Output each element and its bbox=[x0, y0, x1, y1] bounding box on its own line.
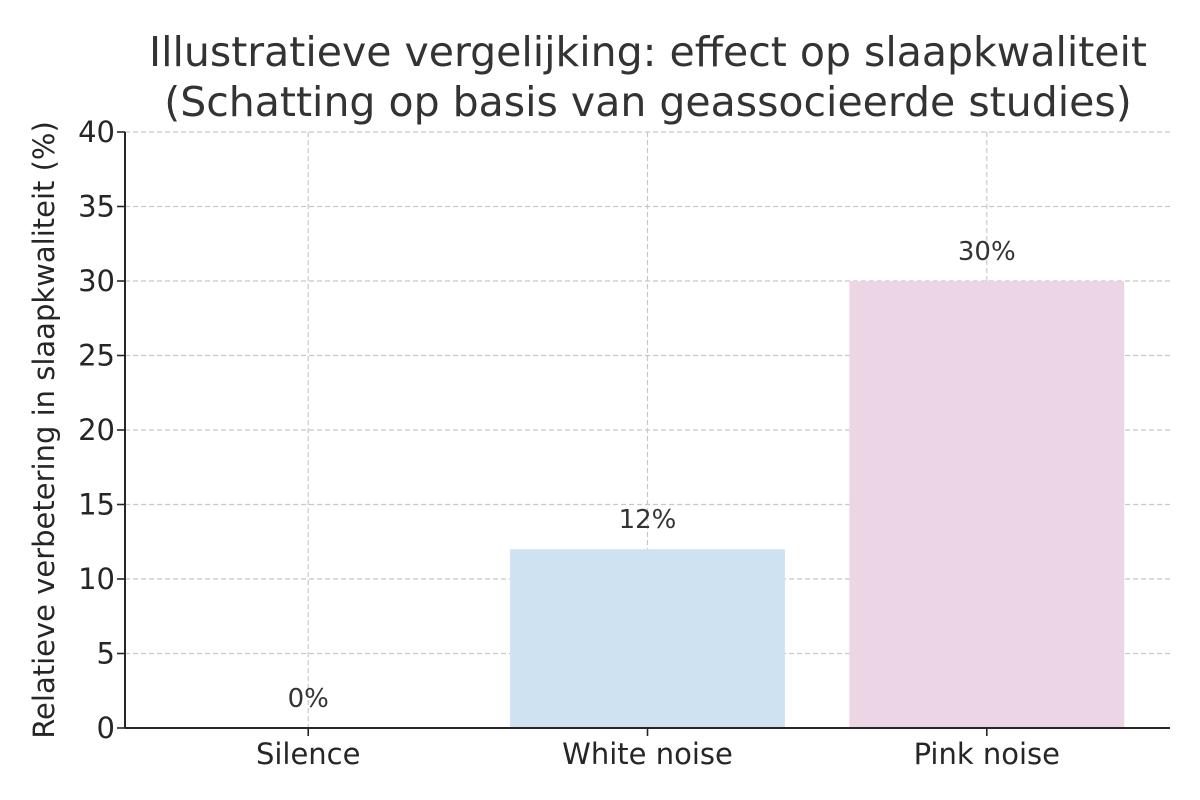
y-tick-label: 5 bbox=[97, 637, 115, 671]
y-tick-label: 20 bbox=[78, 413, 115, 447]
bar-value-label: 0% bbox=[288, 684, 329, 714]
y-axis-label: Relatieve verbetering in slaapkwaliteit … bbox=[27, 121, 61, 739]
chart-title: Illustratieve vergelijking: effect op sl… bbox=[149, 28, 1147, 76]
x-tick-label: White noise bbox=[562, 737, 733, 771]
y-tick-label: 0 bbox=[97, 711, 115, 745]
bar-white-noise bbox=[510, 549, 785, 728]
y-tick-label: 35 bbox=[78, 190, 115, 224]
x-tick-label: Silence bbox=[256, 737, 361, 771]
data-labels: 0% 12% 30% bbox=[288, 237, 1016, 714]
y-tick-label: 25 bbox=[78, 339, 115, 373]
y-tick-label: 15 bbox=[78, 488, 115, 522]
y-tick-label: 40 bbox=[78, 115, 115, 149]
chart-subtitle: (Schatting op basis van geassocieerde st… bbox=[164, 78, 1132, 126]
bar-value-label: 12% bbox=[619, 505, 677, 535]
bars bbox=[510, 281, 1125, 728]
bar-value-label: 30% bbox=[958, 237, 1016, 267]
ticks: 0 5 10 15 20 25 30 35 40 Silence White noise Pink n… bbox=[78, 115, 1060, 771]
y-tick-label: 30 bbox=[78, 264, 115, 298]
x-tick-label: Pink noise bbox=[914, 737, 1060, 771]
bar-pink-noise bbox=[849, 281, 1125, 728]
y-tick-label: 10 bbox=[78, 562, 115, 596]
